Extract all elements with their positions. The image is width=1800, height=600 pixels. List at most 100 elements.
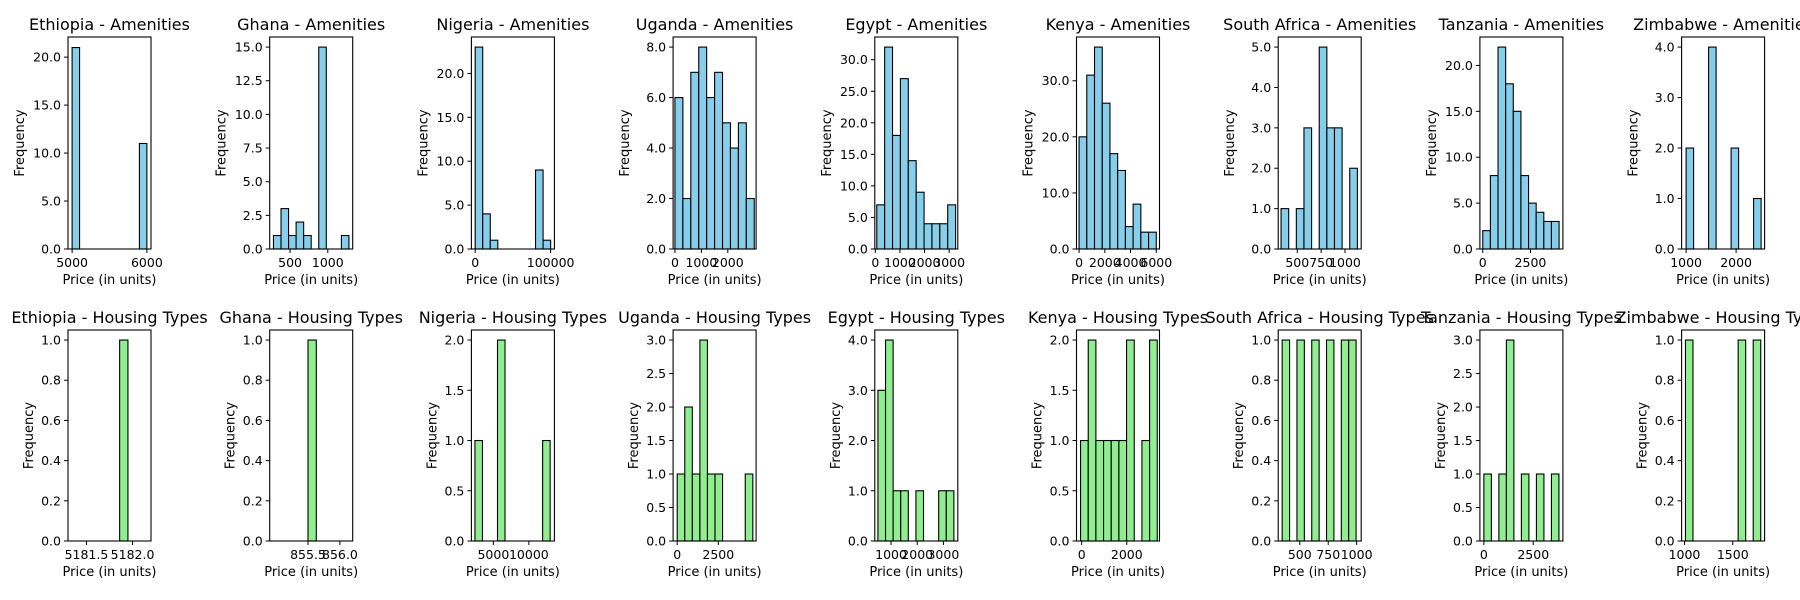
histogram-bar <box>674 97 684 250</box>
axes-frame <box>470 36 555 250</box>
x-tick-label: 1000 <box>884 255 916 270</box>
chart-title: Egypt - Housing Types <box>828 308 1005 327</box>
histogram-bar <box>474 46 484 250</box>
y-tick-label: 1.0 <box>1251 201 1271 216</box>
y-tick-label: 3.0 <box>1655 90 1675 105</box>
histogram-bar <box>280 208 290 250</box>
histogram-bar <box>482 213 491 250</box>
y-tick-label: 0.0 <box>1050 242 1070 257</box>
x-tick-label: 4000 <box>1115 255 1147 270</box>
histogram-bar <box>1101 102 1111 250</box>
histogram-bar <box>1118 439 1128 542</box>
axes-frame <box>1479 329 1564 542</box>
histogram-bar <box>1110 439 1120 542</box>
chart-title: Zimbabwe - Amenities <box>1633 15 1800 34</box>
y-axis-label: Frequency <box>1031 402 1046 469</box>
y-tick-label: 0.8 <box>1251 373 1271 388</box>
histogram-bar <box>1318 46 1328 250</box>
y-axis-label: Frequency <box>1022 109 1037 176</box>
histogram-bar <box>1095 439 1105 542</box>
axes-frame <box>470 329 555 542</box>
histogram-bar <box>931 223 941 250</box>
y-axis-label: Frequency <box>627 402 642 469</box>
histogram-bar <box>1752 339 1762 542</box>
x-axis-label: Price (in units) <box>869 273 963 288</box>
y-tick-label: 0.5 <box>646 500 666 515</box>
histogram-bar <box>1520 175 1530 250</box>
x-tick-label: 0 <box>673 547 681 562</box>
histogram-bar <box>542 239 552 250</box>
y-tick-label: 10.0 <box>1042 185 1070 200</box>
y-tick-label: 0.8 <box>243 373 263 388</box>
y-tick-label: 0.0 <box>1655 242 1675 257</box>
y-axis-label: Frequency <box>1627 109 1642 176</box>
histogram-bar <box>684 406 693 542</box>
x-tick-label: 1000 <box>685 255 717 270</box>
histogram-bar <box>729 147 739 250</box>
y-tick-label: 0.0 <box>1050 534 1070 549</box>
histogram-bar <box>923 223 933 250</box>
y-tick-label: 1.5 <box>646 433 666 448</box>
y-tick-label: 5.0 <box>1251 40 1271 55</box>
x-tick-label: 750 <box>1316 547 1340 562</box>
histogram-bar <box>1753 197 1762 250</box>
y-tick-label: 15.0 <box>437 110 465 125</box>
histogram-bar <box>939 223 949 250</box>
y-axis-label: Frequency <box>829 402 844 469</box>
histogram-bar <box>1482 230 1491 250</box>
y-tick-label: 6.0 <box>646 90 666 105</box>
y-tick-label: 0.0 <box>1251 534 1271 549</box>
y-tick-label: 4.0 <box>1251 80 1271 95</box>
y-axis-label: Frequency <box>224 402 239 469</box>
x-tick-label: 0 <box>1075 255 1083 270</box>
chart-title: South Africa - Amenities <box>1223 15 1416 34</box>
y-tick-label: 0.2 <box>1655 493 1675 508</box>
chart-title: Kenya - Housing Types <box>1028 308 1208 327</box>
y-tick-label: 0.5 <box>1453 500 1473 515</box>
y-tick-label: 5.0 <box>445 198 465 213</box>
histogram-bar <box>1730 147 1740 250</box>
y-tick-label: 3.0 <box>1453 333 1473 348</box>
chart-title: Nigeria - Housing Types <box>419 308 607 327</box>
y-tick-label: 0.5 <box>1050 483 1070 498</box>
histogram-bar <box>891 134 901 250</box>
x-tick-label: 6000 <box>131 255 163 270</box>
y-tick-label: 1.0 <box>445 433 465 448</box>
x-tick-label: 1000 <box>312 255 344 270</box>
y-tick-label: 0.0 <box>243 534 263 549</box>
y-tick-label: 0.2 <box>41 493 61 508</box>
y-tick-label: 1.0 <box>243 333 263 348</box>
y-tick-label: 10.0 <box>235 107 263 122</box>
y-tick-label: 3.0 <box>848 383 868 398</box>
histogram-bar <box>1512 110 1522 250</box>
histogram-bar <box>1483 473 1492 542</box>
y-tick-label: 3.0 <box>646 333 666 348</box>
x-tick-label: 856.0 <box>322 547 358 562</box>
chart-title: South Africa - Housing Types <box>1206 308 1434 327</box>
chart-title: Uganda - Amenities <box>636 15 794 34</box>
chart-title: Ethiopia - Housing Types <box>11 308 207 327</box>
histogram-bar <box>1737 339 1747 542</box>
histogram-bar <box>877 389 887 542</box>
x-tick-label: 1000 <box>1670 255 1702 270</box>
y-tick-label: 2.0 <box>1655 141 1675 156</box>
histogram-bar <box>1281 339 1291 542</box>
histogram-bar <box>1280 208 1290 250</box>
histogram-bar <box>1149 339 1158 542</box>
x-tick-label: 1000 <box>1341 547 1373 562</box>
y-tick-label: 5.0 <box>1453 196 1473 211</box>
histogram-bar <box>1109 153 1119 250</box>
histogram-bar <box>737 122 747 250</box>
axes-frame <box>1277 36 1362 250</box>
y-tick-label: 4.0 <box>646 141 666 156</box>
y-tick-label: 25.0 <box>840 84 868 99</box>
y-tick-label: 20.0 <box>33 50 61 65</box>
histogram-bar <box>714 473 724 542</box>
histogram-bar <box>307 339 317 542</box>
y-tick-label: 20.0 <box>1042 129 1070 144</box>
axes-frame <box>874 329 959 542</box>
y-tick-label: 30.0 <box>1042 73 1070 88</box>
chart-title: Zimbabwe - Housing Types <box>1615 308 1800 327</box>
x-axis-label: Price (in units) <box>1676 565 1770 580</box>
